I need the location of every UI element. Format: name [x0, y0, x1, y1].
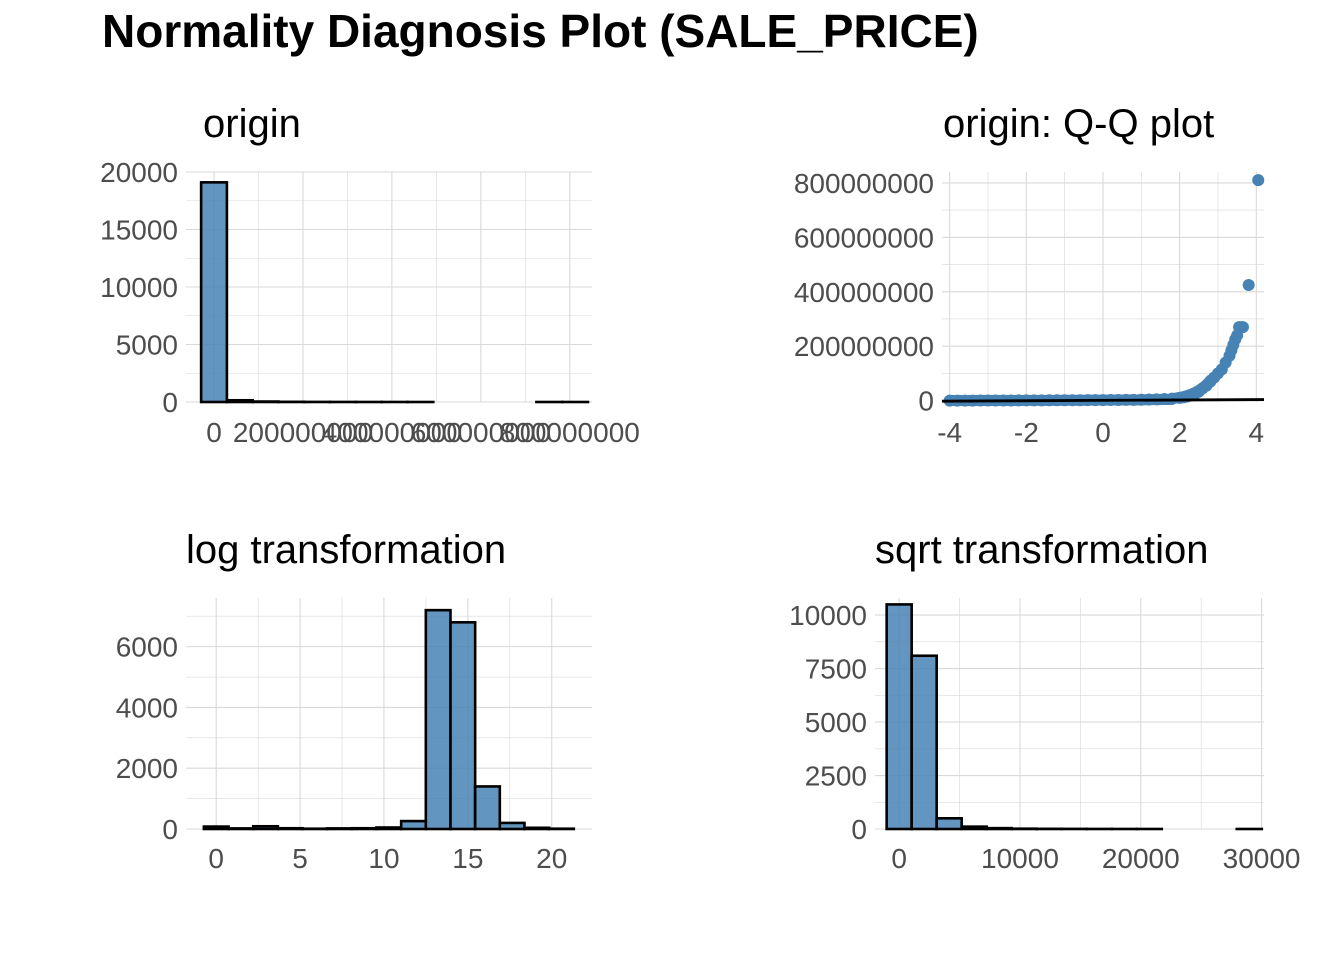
x-tick-label: 800000000: [500, 417, 640, 448]
histogram-bar: [473, 785, 502, 831]
histogram-bar: [375, 826, 403, 831]
x-tick-label: 10000: [981, 843, 1059, 874]
y-tick-label: 4000: [116, 692, 178, 723]
y-tick-label: 6000: [116, 632, 178, 663]
y-tick-label: 15000: [100, 215, 178, 246]
y-tick-label: 2500: [805, 761, 867, 792]
histogram-bar: [276, 826, 304, 831]
panel-origin-qq-plot: origin: Q-Q plot 0 200000000 400000000 60000…: [794, 102, 1265, 448]
x-tick-label: 400000000: [322, 417, 462, 448]
x-tick-label: 0: [208, 843, 224, 874]
x-tick-label: -4: [937, 417, 962, 448]
histogram-bar: [985, 826, 1013, 831]
histogram-bar: [399, 819, 428, 831]
y-tick-label: 800000000: [794, 168, 934, 199]
x-tick-label: 0: [1095, 417, 1111, 448]
x-tick-label: 0: [206, 417, 222, 448]
histogram-bar: [227, 827, 255, 831]
histogram-bar: [910, 654, 938, 831]
histogram-bar: [935, 817, 963, 831]
qq-point: [1236, 321, 1249, 334]
histogram-bar: [199, 181, 229, 404]
x-tick-label: 5: [292, 843, 308, 874]
qq-point: [1242, 278, 1255, 291]
x-tick-label: -2: [1014, 417, 1039, 448]
y-tick-label: 200000000: [794, 331, 934, 362]
x-tick-label: 30000: [1223, 843, 1301, 874]
histogram-bar: [960, 825, 988, 831]
histogram-bar: [523, 826, 551, 831]
y-tick-label: 10000: [789, 600, 867, 631]
y-tick-label: 0: [851, 814, 867, 845]
histogram-bar: [225, 398, 255, 404]
y-tick-label: 5000: [805, 707, 867, 738]
y-tick-label: 20000: [100, 157, 178, 188]
y-tick-label: 10000: [100, 272, 178, 303]
y-tick-label: 0: [918, 386, 934, 417]
histogram-bar: [251, 824, 280, 831]
y-tick-label: 600000000: [794, 222, 934, 253]
histogram-bar: [325, 827, 354, 831]
x-tick-label: 15: [452, 843, 483, 874]
panel-origin-histogram: origin 0 5000 10000 15000 20000 0 2000000004000…: [100, 102, 640, 448]
histogram-bar: [202, 825, 230, 831]
panel-title: origin: [203, 102, 301, 146]
y-tick-label: 7500: [805, 654, 867, 685]
page-title: Normality Diagnosis Plot (SALE_PRICE): [102, 5, 979, 57]
y-tick-label: 5000: [116, 330, 178, 361]
x-tick-label: 0: [891, 843, 907, 874]
histogram-bar: [498, 821, 526, 831]
qq-reference-line: [941, 398, 1265, 403]
y-tick-label: 0: [162, 814, 178, 845]
histogram-bar: [885, 603, 913, 831]
x-tick-label: 10: [368, 843, 399, 874]
y-tick-label: 400000000: [794, 277, 934, 308]
x-tick-label: 600000000: [411, 417, 551, 448]
histogram-bar: [449, 621, 477, 831]
panel-title: sqrt transformation: [875, 528, 1208, 572]
x-tick-label: 200000000: [233, 417, 373, 448]
histogram-bar: [350, 826, 378, 831]
x-tick-label: 2: [1172, 417, 1188, 448]
panel-title: log transformation: [186, 528, 506, 572]
histogram-bar: [424, 608, 452, 831]
panel-sqrt-histogram: sqrt transformation 0 2500 5000 7500 10000 0 10…: [789, 528, 1300, 874]
y-tick-label: 0: [162, 387, 178, 418]
y-tick-label: 2000: [116, 753, 178, 784]
panel-title: origin: Q-Q plot: [943, 102, 1214, 146]
qq-point: [1204, 374, 1216, 386]
panel-log-histogram: log transformation 0 2000 4000 6000 0 5 10 15 20: [116, 528, 592, 874]
x-tick-label: 20: [536, 843, 567, 874]
x-tick-label: 4: [1249, 417, 1265, 448]
qq-point: [1252, 174, 1265, 187]
x-tick-label: 20000: [1102, 843, 1180, 874]
